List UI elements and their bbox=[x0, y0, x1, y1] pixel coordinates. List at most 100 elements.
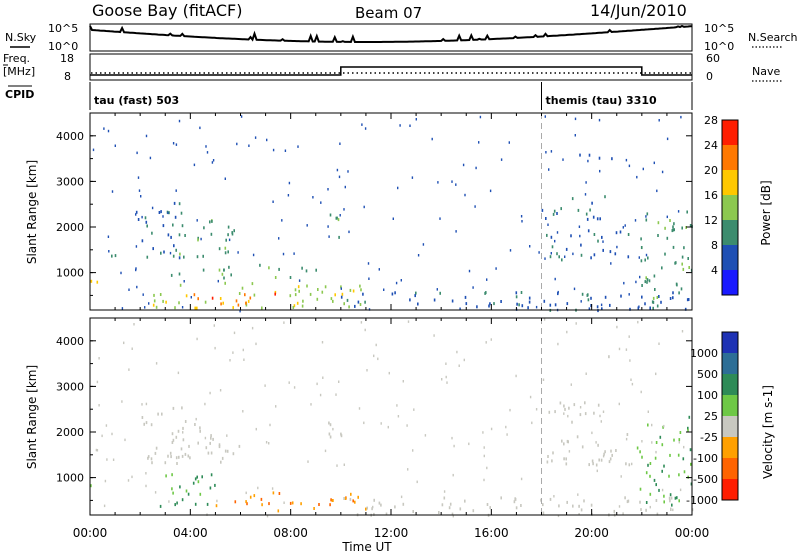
data-cell bbox=[224, 177, 226, 180]
colorbar-tick-label: 16 bbox=[704, 189, 718, 202]
data-cell bbox=[151, 206, 154, 210]
data-cell bbox=[163, 250, 165, 254]
colorbar-tick-label: -100 bbox=[693, 452, 718, 465]
data-cell bbox=[146, 255, 149, 259]
data-cell bbox=[336, 216, 338, 220]
data-cell bbox=[190, 296, 192, 299]
data-cell bbox=[628, 463, 631, 467]
data-cell bbox=[152, 303, 155, 307]
data-cell bbox=[551, 245, 554, 249]
data-cell bbox=[451, 436, 453, 440]
power-xticks bbox=[89, 113, 693, 310]
data-cell bbox=[446, 381, 448, 384]
data-cell bbox=[154, 491, 157, 494]
data-cell bbox=[318, 503, 320, 506]
data-cell bbox=[641, 284, 643, 287]
data-cell bbox=[515, 291, 518, 295]
nave-tick-bottom: 0 bbox=[706, 70, 713, 83]
data-cell bbox=[367, 262, 370, 265]
data-cell bbox=[453, 444, 455, 448]
data-cell bbox=[535, 408, 538, 411]
velocity-yticks: 1000 2000 3000 4000 bbox=[56, 317, 692, 501]
data-cell bbox=[128, 288, 130, 291]
data-cell bbox=[489, 506, 491, 510]
data-cell bbox=[441, 503, 444, 507]
data-cell bbox=[158, 211, 161, 214]
colorbar-tick-label: 24 bbox=[704, 139, 718, 152]
data-cell bbox=[656, 296, 659, 299]
data-cell bbox=[566, 302, 569, 306]
cpid-segment-label: tau (fast) 503 bbox=[94, 94, 179, 107]
data-cell bbox=[269, 423, 271, 427]
data-cell bbox=[165, 474, 167, 478]
data-cell bbox=[661, 266, 663, 270]
data-cell bbox=[141, 239, 144, 243]
data-cell bbox=[354, 304, 356, 308]
data-cell bbox=[183, 280, 185, 283]
data-cell bbox=[649, 474, 651, 478]
data-cell bbox=[167, 454, 169, 458]
data-cell bbox=[567, 440, 569, 444]
data-cell bbox=[283, 321, 285, 324]
nsky-tick-bottom: 10^0 bbox=[48, 40, 78, 53]
velocity-cbar-label-text: Velocity [m s-1] bbox=[761, 385, 775, 479]
data-cell bbox=[179, 485, 181, 489]
data-cell bbox=[482, 431, 484, 434]
data-cell bbox=[252, 253, 255, 257]
data-cell bbox=[294, 288, 297, 292]
data-cell bbox=[601, 307, 603, 311]
data-cell bbox=[251, 282, 254, 286]
data-cell bbox=[336, 464, 338, 467]
data-cell bbox=[177, 371, 180, 375]
data-cell bbox=[564, 407, 566, 411]
data-cell bbox=[591, 459, 594, 463]
data-cell bbox=[663, 500, 665, 504]
nsky-tick-top: 10^5 bbox=[48, 22, 78, 35]
data-cell bbox=[673, 222, 675, 226]
data-cell bbox=[602, 248, 604, 252]
data-cell bbox=[529, 395, 532, 399]
data-cell bbox=[601, 235, 603, 239]
data-cell bbox=[255, 427, 257, 431]
data-cell bbox=[445, 362, 447, 365]
data-cell bbox=[464, 499, 466, 503]
data-cell bbox=[131, 475, 133, 479]
data-cell bbox=[574, 117, 577, 121]
data-cell bbox=[645, 508, 647, 512]
colorbar-swatch bbox=[722, 245, 738, 270]
data-cell bbox=[336, 168, 339, 172]
data-cell bbox=[135, 268, 137, 272]
data-cell bbox=[335, 393, 337, 396]
data-cell bbox=[610, 262, 612, 265]
time-tick-label: 20:00 bbox=[574, 526, 609, 540]
data-cell bbox=[324, 449, 327, 453]
data-cell bbox=[298, 289, 300, 293]
data-cell bbox=[182, 438, 185, 442]
data-cell bbox=[227, 250, 229, 254]
data-cell bbox=[242, 410, 244, 413]
data-cell bbox=[265, 441, 268, 444]
data-cell bbox=[652, 306, 654, 310]
data-cell bbox=[293, 386, 296, 389]
data-cell bbox=[98, 357, 100, 360]
data-cell bbox=[463, 358, 465, 362]
data-cell bbox=[328, 421, 330, 425]
data-cell bbox=[658, 488, 660, 492]
data-cell bbox=[673, 228, 675, 232]
data-cell bbox=[354, 500, 356, 504]
data-cell bbox=[571, 420, 573, 424]
data-cell bbox=[646, 280, 648, 284]
data-cell bbox=[224, 449, 227, 453]
data-cell bbox=[175, 435, 178, 439]
data-cell bbox=[647, 256, 649, 260]
data-cell bbox=[197, 297, 199, 301]
data-cell bbox=[214, 346, 216, 350]
data-cell bbox=[486, 278, 488, 281]
data-cell bbox=[520, 477, 523, 481]
nave-step-line bbox=[90, 66, 692, 76]
data-cell bbox=[590, 304, 592, 307]
data-cell bbox=[194, 502, 197, 506]
data-cell bbox=[400, 495, 403, 499]
data-cell bbox=[289, 501, 292, 505]
data-cell bbox=[443, 490, 446, 493]
